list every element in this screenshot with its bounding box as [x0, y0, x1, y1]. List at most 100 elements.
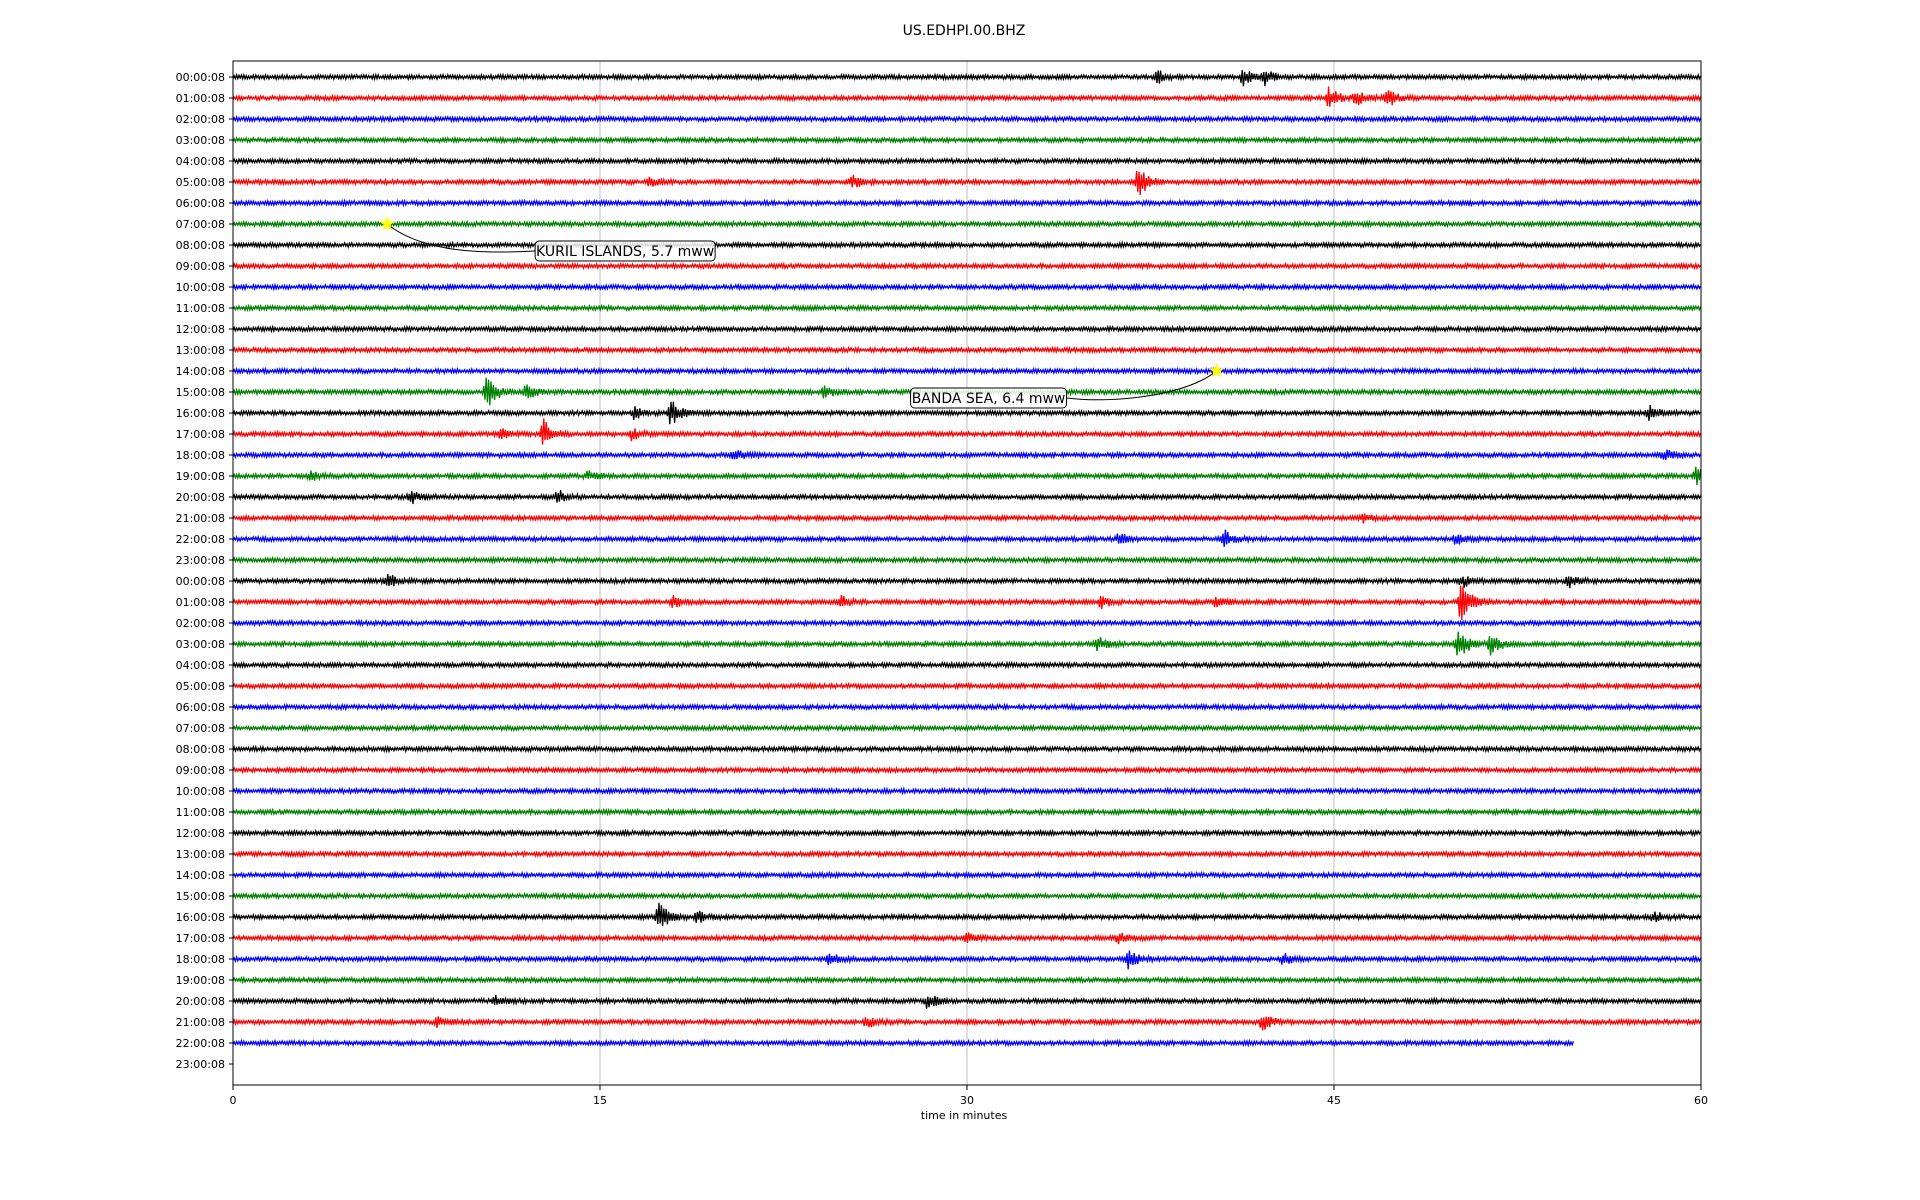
trace-line [232, 240, 1702, 250]
y-tick-label: 12:00:08 [176, 827, 225, 840]
y-tick-label: 00:00:08 [176, 575, 225, 588]
y-tick-label: 05:00:08 [176, 680, 225, 693]
y-tick-label: 16:00:08 [176, 911, 225, 924]
y-tick-label: 16:00:08 [176, 407, 225, 420]
y-tick-label: 01:00:08 [176, 596, 225, 609]
y-tick-label: 02:00:08 [176, 113, 225, 126]
trace-line [232, 585, 1702, 620]
trace-line [232, 870, 1702, 880]
x-tick-label: 0 [230, 1094, 237, 1107]
x-axis-ticks: 0 15 30 45 60 [230, 1085, 1708, 1107]
y-tick-label: 19:00:08 [176, 470, 225, 483]
trace-line [232, 849, 1702, 859]
trace-line [232, 994, 1702, 1009]
trace-line [232, 681, 1702, 691]
y-tick-label: 03:00:08 [176, 134, 225, 147]
chart-title: US.EDHPI.00.BHZ [903, 23, 1026, 39]
x-axis-label: time in minutes [921, 1109, 1008, 1122]
trace-line [232, 219, 1702, 229]
trace-line [232, 1038, 1575, 1048]
y-axis-ticks: 00:00:08 01:00:08 02:00:08 03:00:08 04:00:08… [176, 71, 233, 1071]
event-star-icon [379, 216, 395, 231]
trace-line [232, 702, 1702, 712]
y-tick-label: 04:00:08 [176, 155, 225, 168]
trace-line [232, 135, 1702, 145]
x-tick-label: 15 [593, 1094, 607, 1107]
trace-line [232, 950, 1702, 970]
trace-line [232, 631, 1702, 656]
y-tick-label: 10:00:08 [176, 785, 225, 798]
trace-line [232, 1016, 1702, 1031]
trace-line [232, 324, 1702, 334]
y-tick-label: 23:00:08 [176, 554, 225, 567]
y-tick-label: 17:00:08 [176, 932, 225, 945]
trace-line [232, 170, 1702, 196]
trace-line [232, 345, 1702, 355]
y-tick-label: 13:00:08 [176, 848, 225, 861]
y-tick-label: 04:00:08 [176, 659, 225, 672]
trace-line [232, 513, 1702, 524]
y-tick-label: 09:00:08 [176, 764, 225, 777]
y-tick-label: 08:00:08 [176, 743, 225, 756]
y-tick-label: 10:00:08 [176, 281, 225, 294]
annotation-box [910, 387, 1068, 409]
trace-line [232, 723, 1702, 733]
y-tick-label: 21:00:08 [176, 512, 225, 525]
trace-line [232, 891, 1702, 901]
y-tick-label: 21:00:08 [176, 1016, 225, 1029]
y-tick-label: 18:00:08 [176, 449, 225, 462]
y-tick-label: 07:00:08 [176, 218, 225, 231]
trace-line [232, 70, 1702, 87]
y-tick-label: 22:00:08 [176, 1037, 225, 1050]
trace-line [232, 618, 1702, 628]
annotation-connector [1066, 370, 1217, 401]
trace-line [232, 114, 1702, 124]
y-tick-label: 05:00:08 [176, 176, 225, 189]
y-tick-label: 02:00:08 [176, 617, 225, 630]
y-tick-label: 00:00:08 [176, 71, 225, 84]
trace-line [232, 902, 1702, 926]
y-tick-label: 22:00:08 [176, 533, 225, 546]
grid-lines [599, 61, 1335, 1085]
trace-line [232, 366, 1702, 376]
trace-line [232, 932, 1702, 945]
trace-line [232, 282, 1702, 292]
annotation-box [534, 240, 716, 262]
trace-line [232, 529, 1702, 548]
event-annotation: KURIL ISLANDS, 5.7 mww [379, 216, 716, 262]
trace-line [232, 86, 1702, 107]
y-tick-label: 11:00:08 [176, 302, 225, 315]
y-tick-label: 23:00:08 [176, 1058, 225, 1071]
trace-line [232, 744, 1702, 754]
y-tick-label: 09:00:08 [176, 260, 225, 273]
trace-line [232, 261, 1702, 271]
y-tick-label: 14:00:08 [176, 365, 225, 378]
trace-line [232, 449, 1702, 460]
trace-line [232, 466, 1702, 485]
trace-line [232, 490, 1702, 505]
y-tick-label: 17:00:08 [176, 428, 225, 441]
x-tick-label: 30 [960, 1094, 974, 1107]
trace-line [232, 786, 1702, 796]
trace-line [232, 303, 1702, 313]
annotation-label: BANDA SEA, 6.4 mww [912, 391, 1066, 407]
trace-line [232, 574, 1702, 589]
y-tick-label: 15:00:08 [176, 386, 225, 399]
y-tick-label: 20:00:08 [176, 995, 225, 1008]
y-tick-label: 08:00:08 [176, 239, 225, 252]
annotation-label: KURIL ISLANDS, 5.7 mww [536, 244, 714, 260]
trace-line [232, 765, 1702, 775]
y-tick-label: 15:00:08 [176, 890, 225, 903]
event-star-icon [1209, 363, 1225, 378]
y-tick-label: 12:00:08 [176, 323, 225, 336]
y-tick-label: 18:00:08 [176, 953, 225, 966]
y-tick-label: 07:00:08 [176, 722, 225, 735]
trace-line [232, 401, 1702, 425]
y-tick-label: 11:00:08 [176, 806, 225, 819]
trace-line [232, 418, 1702, 445]
x-tick-label: 60 [1694, 1094, 1708, 1107]
y-tick-label: 14:00:08 [176, 869, 225, 882]
annotation-connector [386, 223, 536, 253]
event-annotations: KURIL ISLANDS, 5.7 mww BANDA SEA, 6.4 mww [379, 216, 1225, 409]
